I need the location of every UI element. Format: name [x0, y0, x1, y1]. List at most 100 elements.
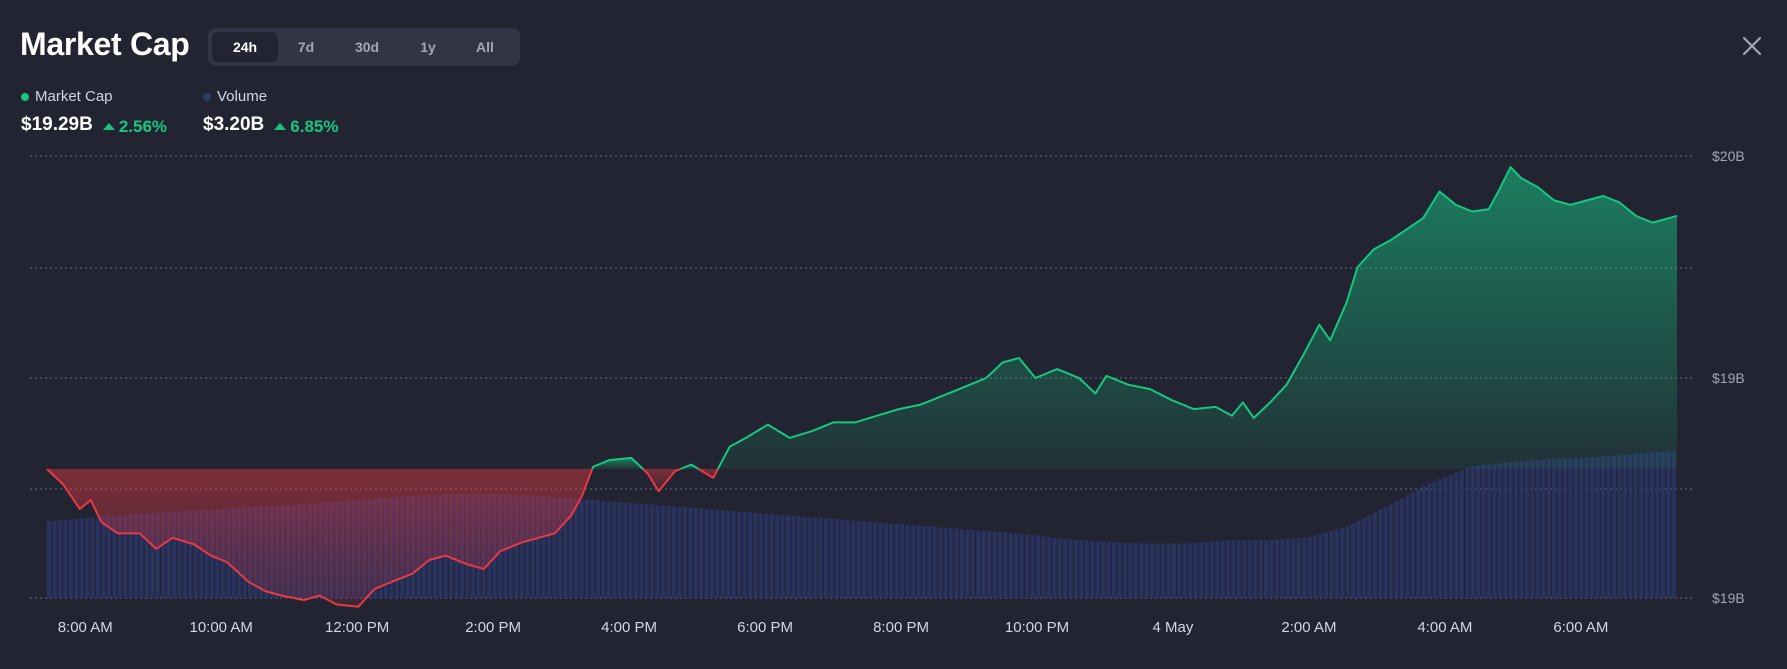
volume-bar	[1372, 512, 1377, 598]
legend-market-cap: Market Cap $19.29B 2.56%	[21, 88, 167, 137]
volume-bar	[1361, 518, 1367, 598]
volume-bar	[68, 519, 73, 598]
close-icon[interactable]	[1740, 34, 1764, 58]
tab-30d[interactable]: 30d	[354, 39, 380, 55]
volume-bar	[1329, 530, 1334, 598]
volume-bar	[671, 506, 677, 598]
volume-bar	[1465, 468, 1470, 598]
volume-bar	[1579, 457, 1584, 598]
volume-bar	[1046, 536, 1051, 598]
volume-bar	[1470, 466, 1475, 598]
x-tick-label: 8:00 PM	[873, 619, 929, 636]
volume-bar	[1590, 457, 1595, 598]
volume-bar	[715, 509, 720, 598]
volume-bar	[590, 500, 595, 598]
volume-bar	[1367, 515, 1372, 598]
volume-bar	[938, 527, 943, 598]
volume-bar	[655, 505, 660, 598]
volume-bar	[193, 510, 198, 598]
area-above-baseline	[717, 167, 1677, 469]
market-cap-line-up	[591, 456, 644, 470]
volume-bar	[574, 498, 579, 598]
volume-bar	[1405, 495, 1410, 598]
volume-bar	[1459, 470, 1464, 598]
volume-bar	[1568, 458, 1573, 598]
volume-bar	[1530, 460, 1535, 598]
volume-bar	[557, 497, 562, 598]
volume-bar	[1111, 542, 1117, 598]
volume-bar	[1633, 453, 1638, 598]
volume-bar	[916, 525, 921, 598]
volume-bar	[123, 515, 128, 598]
volume-bar	[1247, 540, 1252, 598]
volume-bar	[1546, 459, 1551, 598]
volume-value: $3.20B	[203, 114, 265, 135]
volume-bar	[47, 521, 52, 598]
volume-bar	[813, 517, 818, 598]
tab-7d[interactable]: 7d	[297, 39, 315, 55]
tab-1y[interactable]: 1y	[420, 39, 436, 55]
volume-bar	[519, 495, 524, 598]
volume-bar	[1638, 453, 1644, 598]
volume-bar	[1139, 543, 1144, 598]
volume-bar	[95, 517, 101, 598]
volume-bar	[802, 516, 807, 598]
market-cap-line-down	[46, 468, 594, 608]
volume-bar	[921, 526, 926, 598]
x-tick-label: 4:00 AM	[1417, 619, 1472, 636]
volume-bar	[1584, 457, 1589, 598]
x-tick-label: 12:00 PM	[325, 619, 389, 636]
volume-bar	[546, 496, 552, 598]
volume-bar	[117, 515, 122, 598]
volume-bar	[1035, 535, 1041, 598]
volume-bar	[720, 510, 725, 598]
volume-bar	[666, 506, 671, 598]
volume-bar	[1188, 543, 1193, 598]
volume-bar	[943, 527, 948, 598]
volume-bar	[1041, 536, 1046, 598]
triangle-up-icon	[102, 123, 115, 130]
volume-bar	[986, 531, 992, 598]
timeframe-tabs: 24h 7d 30d 1y All	[208, 28, 520, 66]
volume-bar	[63, 519, 68, 598]
x-tick-label: 4 May	[1153, 619, 1194, 636]
volume-bar	[552, 497, 557, 598]
y-tick-label: $19B	[1712, 590, 1745, 606]
x-tick-label: 6:00 PM	[737, 619, 793, 636]
volume-bar	[883, 523, 888, 598]
volume-bar	[889, 523, 894, 598]
volume-bar	[1666, 451, 1671, 598]
volume-bar	[785, 515, 791, 598]
volume-bar	[878, 522, 883, 598]
volume-bar	[780, 514, 785, 598]
volume-bar	[1122, 542, 1128, 598]
volume-bar	[1166, 543, 1171, 598]
tab-all[interactable]: All	[476, 39, 494, 55]
volume-bar	[1204, 542, 1209, 598]
volume-bar	[1323, 532, 1329, 598]
volume-bar	[514, 494, 519, 598]
volume-bar	[1345, 526, 1350, 598]
volume-bar	[932, 526, 937, 598]
volume-bar	[1389, 504, 1394, 598]
area-below-baseline	[47, 469, 593, 607]
volume-bar	[1340, 527, 1345, 598]
volume-bar	[1481, 465, 1486, 598]
volume-bar	[905, 524, 910, 598]
volume-bar	[1155, 543, 1160, 598]
volume-bar	[1269, 540, 1274, 598]
volume-bar	[900, 524, 905, 598]
volume-bar	[1019, 533, 1024, 598]
volume-bar	[584, 499, 590, 598]
volume-bar	[764, 513, 769, 598]
volume-bar	[52, 520, 57, 598]
volume-bar	[579, 499, 584, 598]
triangle-up-icon	[274, 123, 287, 130]
tab-24h[interactable]: 24h	[212, 32, 278, 62]
volume-bar	[688, 507, 693, 598]
volume-bar	[155, 512, 160, 598]
volume-dot	[203, 92, 211, 101]
volume-bar	[791, 515, 796, 598]
volume-bar	[1503, 462, 1508, 598]
